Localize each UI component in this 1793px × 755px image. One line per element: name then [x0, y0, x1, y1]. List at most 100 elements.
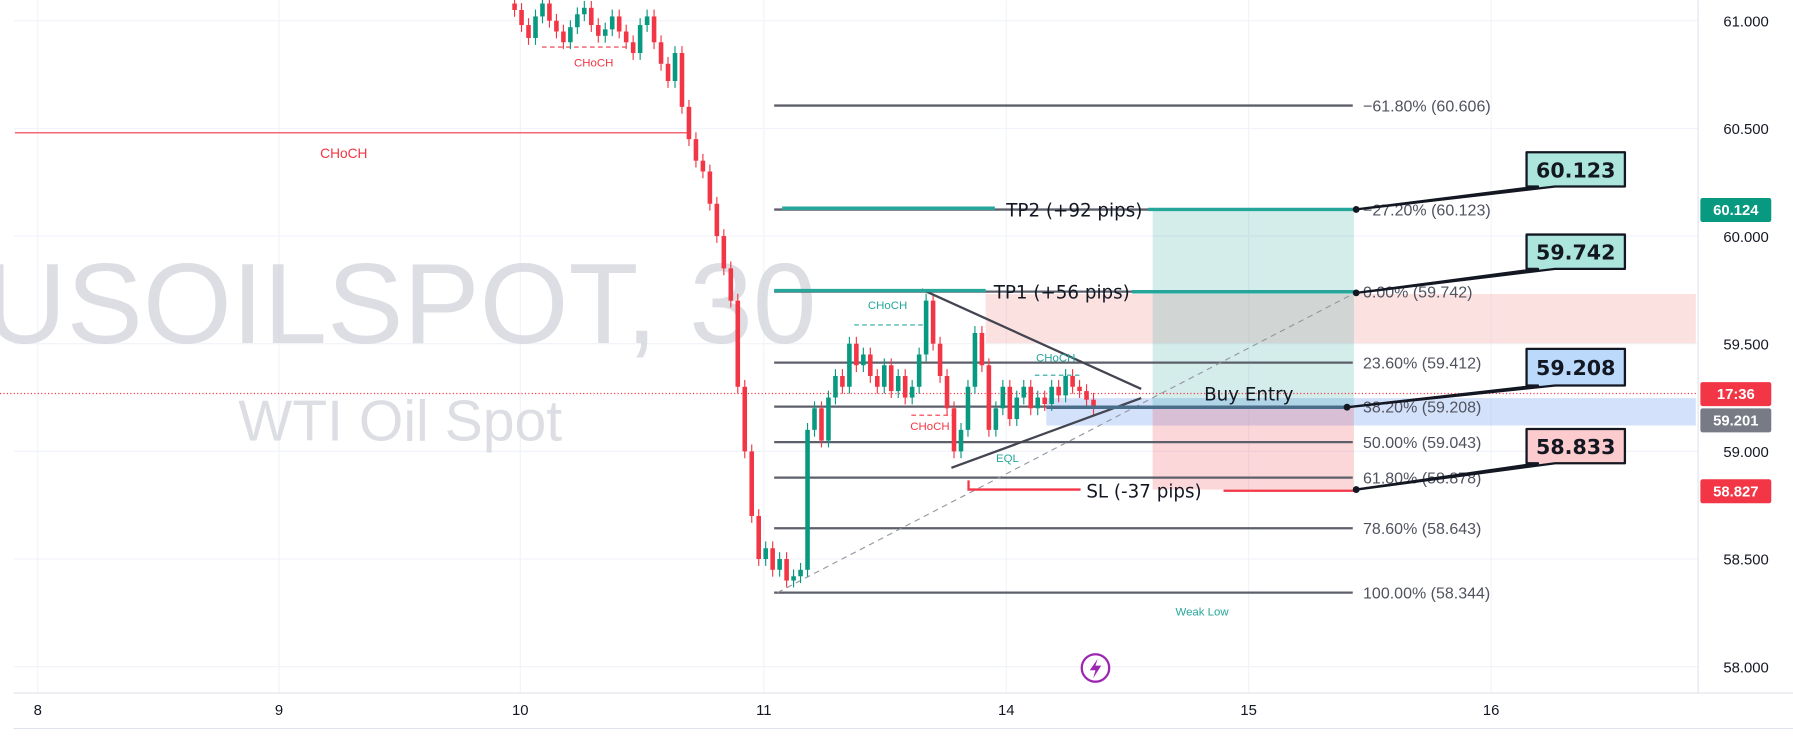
- candle: [519, 3, 524, 32]
- candle: [979, 326, 985, 373]
- tp2-label: TP2 (+92 pips): [1005, 200, 1142, 221]
- candle: [909, 379, 915, 405]
- candle: [951, 401, 957, 459]
- triangle-lower-line[interactable]: [950, 397, 1142, 469]
- candle: [972, 326, 978, 394]
- weak-low-label: Weak Low: [1176, 606, 1230, 618]
- y-tick-label: 60.500: [1723, 122, 1768, 138]
- choch-label: CHoCH: [574, 57, 613, 69]
- last-price-tag: 59.201: [1700, 408, 1772, 433]
- candle: [700, 153, 706, 179]
- sl-label: SL (-37 pips): [1086, 482, 1201, 503]
- candle: [937, 336, 943, 383]
- svg-text:17:36: 17:36: [1717, 387, 1755, 403]
- callout-entry-text: 59.208: [1536, 356, 1615, 380]
- candle: [1035, 390, 1041, 416]
- candle: [595, 18, 601, 43]
- supply-zone: [985, 294, 1696, 344]
- callout-tp2[interactable]: 60.123: [1352, 151, 1627, 213]
- loss-zone[interactable]: [1152, 407, 1354, 490]
- candle: [923, 293, 929, 362]
- callout-tp2-text: 60.123: [1536, 158, 1615, 182]
- countdown-tag: 17:36: [1700, 382, 1772, 407]
- time-axis[interactable]: [13, 694, 1699, 729]
- candle: [589, 0, 594, 32]
- callout-sl[interactable]: 58.833: [1352, 427, 1627, 493]
- candle: [644, 9, 650, 32]
- candle: [805, 422, 810, 577]
- candle: [854, 336, 859, 373]
- candle: [763, 541, 768, 566]
- candle: [756, 509, 761, 566]
- candle: [833, 369, 838, 405]
- candle: [714, 196, 720, 243]
- choch-label: CHoCH: [868, 300, 907, 312]
- svg-text:60.124: 60.124: [1713, 203, 1759, 219]
- choch-label: CHoCH: [910, 421, 949, 433]
- sl-line[interactable]: [967, 480, 1081, 491]
- x-tick-label: 10: [512, 703, 529, 719]
- fib-level-label: 38.20% (59.208): [1363, 399, 1481, 416]
- candle: [721, 229, 727, 276]
- candle: [686, 99, 692, 147]
- candle: [1014, 390, 1020, 426]
- fib-retracement[interactable]: −61.80% (60.606) −27.20% (60.123) 0.00% (5…: [774, 98, 1491, 602]
- candle: [1077, 379, 1082, 398]
- candle: [812, 401, 817, 437]
- candle: [888, 358, 894, 398]
- candle: [902, 369, 908, 405]
- candle: [609, 9, 615, 37]
- fib-level-label: 23.60% (59.412): [1363, 355, 1481, 372]
- candle: [651, 9, 657, 50]
- candle: [616, 9, 622, 39]
- callout-entry[interactable]: 59.208: [1343, 347, 1627, 411]
- x-tick-label: 9: [275, 703, 283, 719]
- profit-zone[interactable]: [1152, 209, 1354, 408]
- callout-tp1[interactable]: 59.742: [1352, 233, 1627, 297]
- candles: [512, 0, 1096, 588]
- candle: [512, 0, 517, 17]
- candle: [875, 369, 880, 394]
- candle: [930, 293, 936, 351]
- candle: [847, 336, 852, 394]
- candle: [826, 390, 831, 448]
- candle: [630, 35, 636, 60]
- demand-zone: [1046, 398, 1696, 426]
- candle: [868, 347, 873, 383]
- candle: [1000, 379, 1006, 416]
- candle: [819, 401, 824, 448]
- candle: [1063, 369, 1068, 403]
- svg-text:59.201: 59.201: [1713, 414, 1758, 430]
- x-tick-label: 11: [756, 703, 771, 719]
- x-tick-label: 16: [1483, 703, 1500, 719]
- fib-level-label: −61.80% (60.606): [1363, 98, 1491, 115]
- x-tick-label: 8: [34, 703, 42, 719]
- choch-label: CHoCH: [1036, 352, 1075, 364]
- candle: [547, 0, 552, 28]
- candle: [540, 0, 545, 24]
- candle: [602, 22, 608, 43]
- candle: [840, 369, 845, 394]
- candle: [1021, 379, 1027, 405]
- candle: [791, 569, 796, 588]
- candle: [742, 379, 748, 459]
- svg-text:58.827: 58.827: [1713, 484, 1758, 500]
- candle: [993, 401, 999, 437]
- candle: [582, 0, 587, 22]
- fib-trend-line: [777, 292, 1356, 593]
- candle: [784, 552, 789, 588]
- triangle-upper-line[interactable]: [921, 288, 1142, 390]
- candle: [728, 261, 734, 308]
- lightning-icon[interactable]: [1080, 653, 1111, 683]
- candle: [1056, 379, 1061, 403]
- candle: [679, 46, 685, 114]
- price-axis[interactable]: [1698, 0, 1793, 694]
- callout-sl-text: 58.833: [1536, 435, 1615, 459]
- candle: [1028, 379, 1034, 416]
- tp-price-tag: 60.124: [1700, 197, 1772, 222]
- y-tick-label: 59.500: [1723, 337, 1768, 353]
- candle: [1007, 379, 1013, 426]
- candle: [672, 46, 678, 88]
- candle: [861, 347, 866, 373]
